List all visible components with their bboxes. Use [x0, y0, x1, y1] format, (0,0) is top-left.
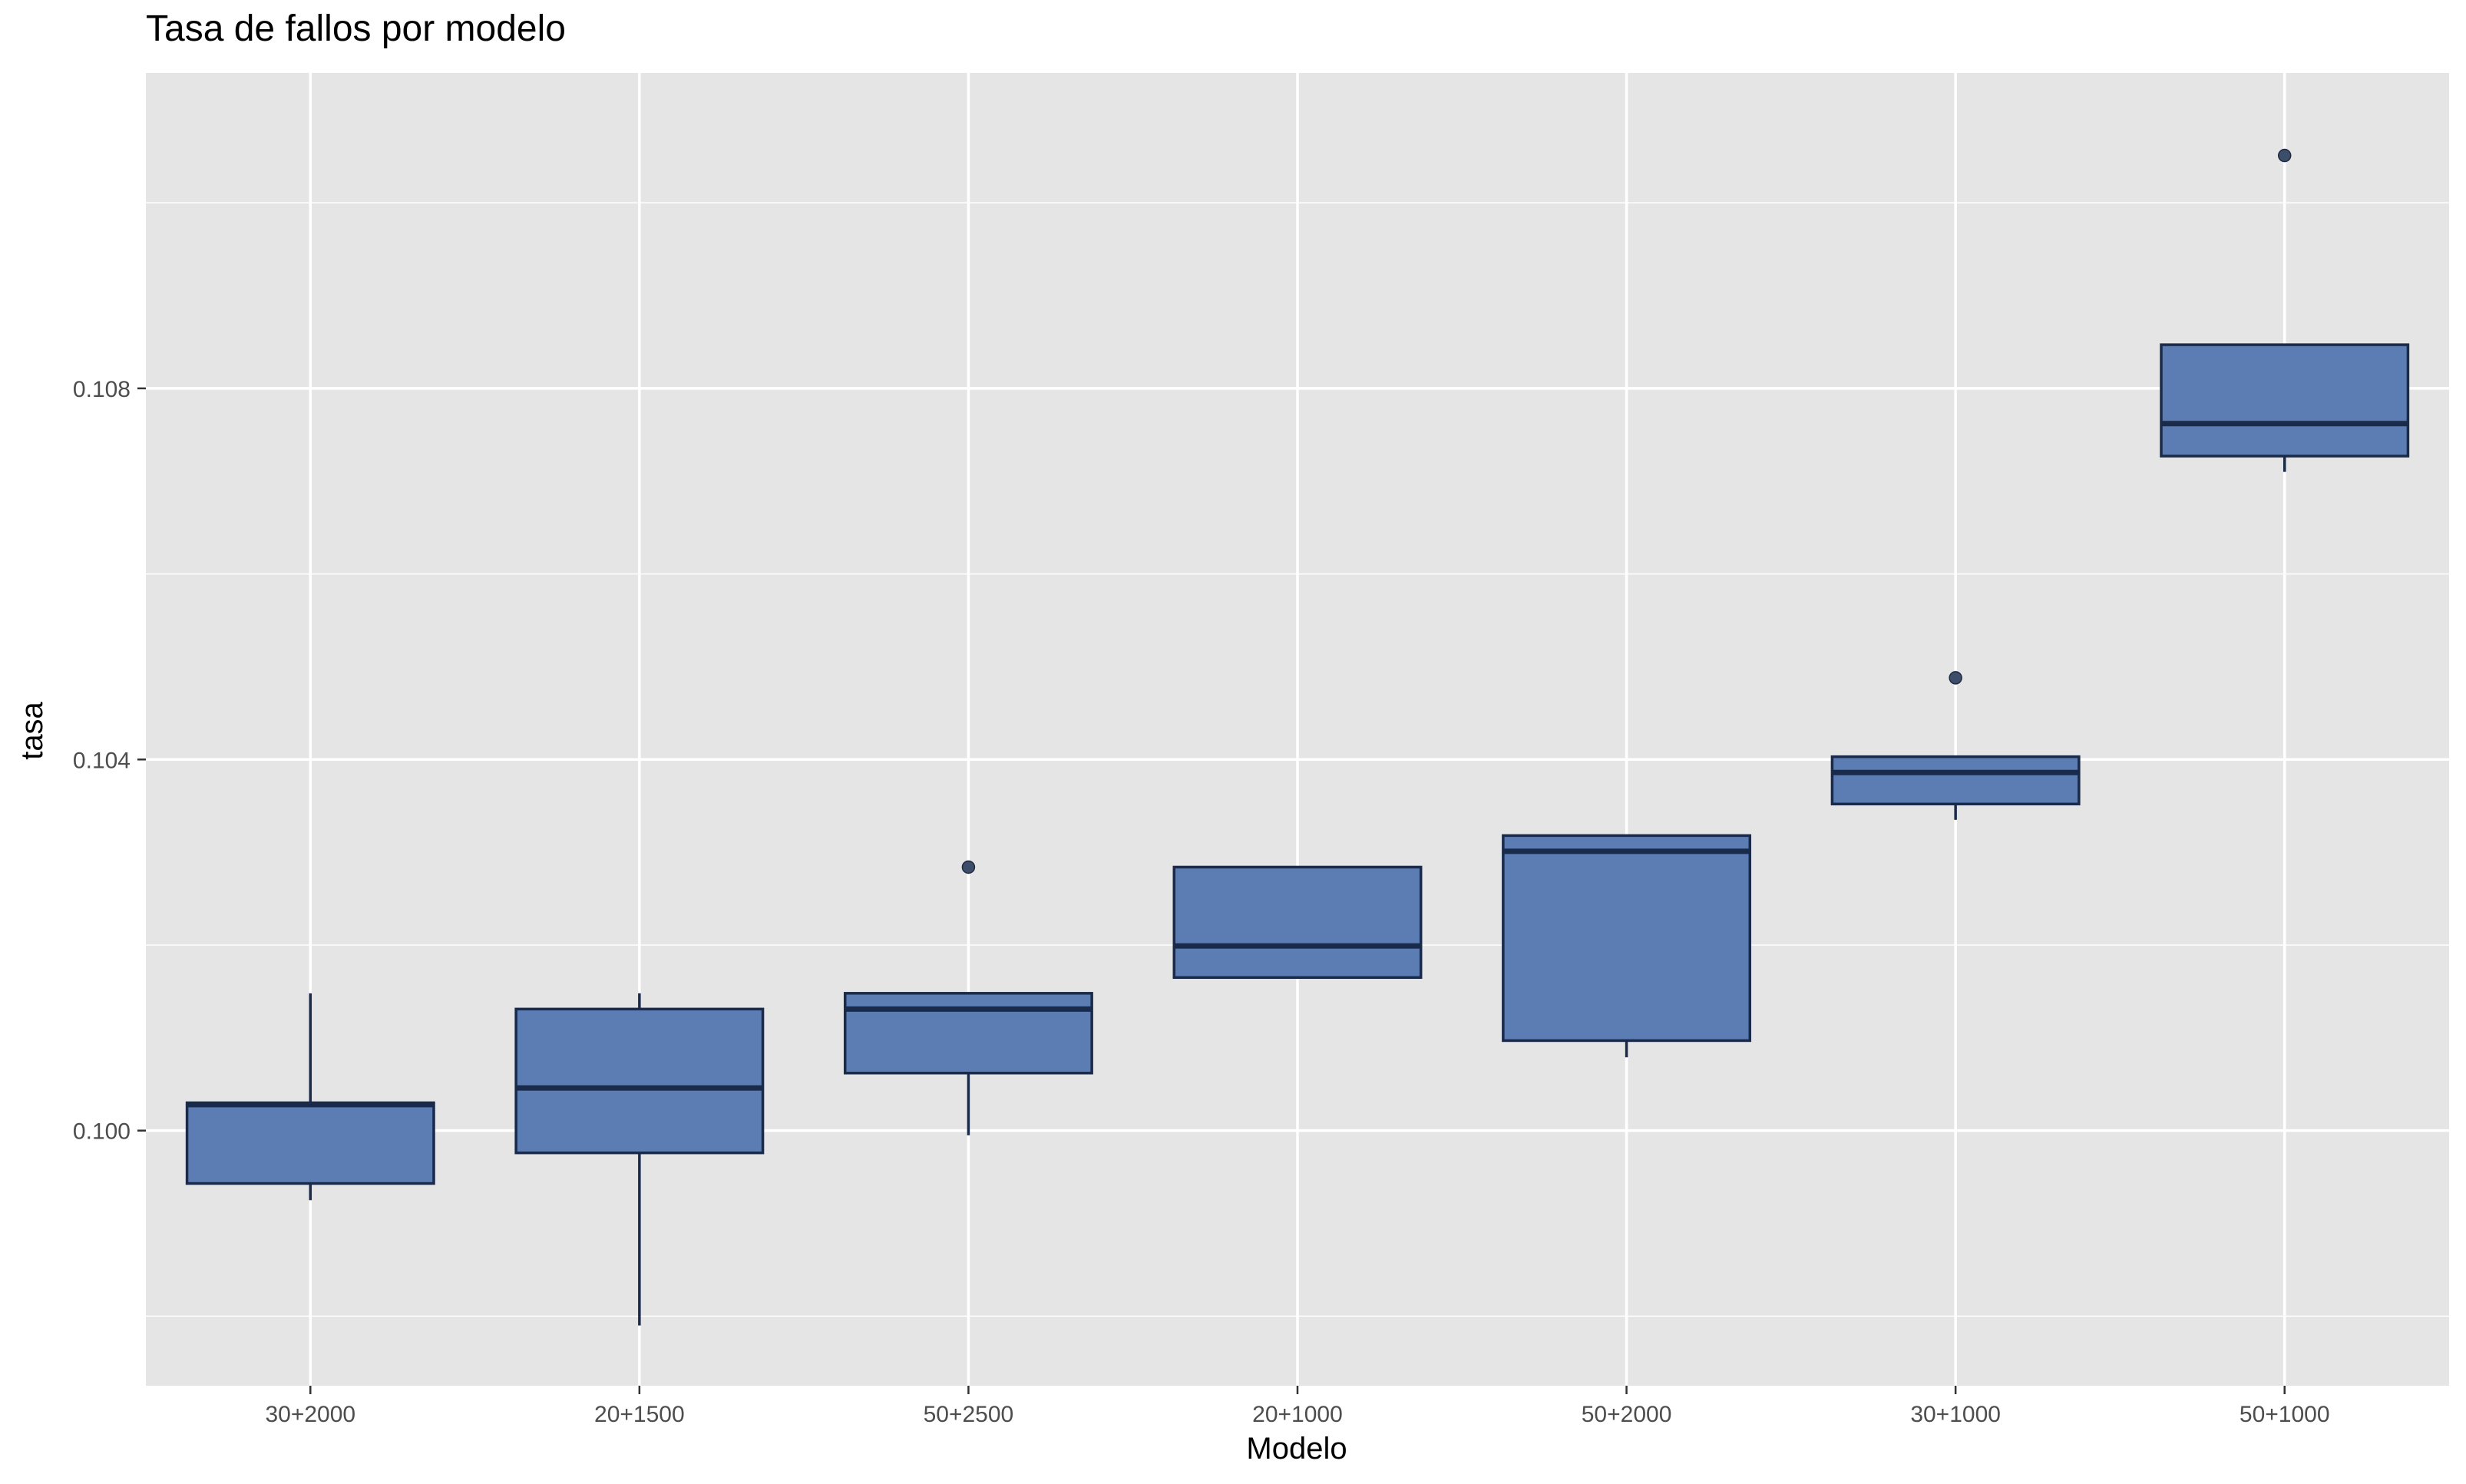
- x-tick-label: 30+2000: [265, 1402, 355, 1427]
- x-tick-label: 20+1000: [1252, 1402, 1343, 1427]
- y-axis-title: tasa: [15, 701, 49, 759]
- outlier-point: [961, 860, 976, 874]
- y-tick-label: 0.108: [73, 377, 131, 402]
- x-tick-label: 50+2500: [924, 1402, 1014, 1427]
- box-20+1000: [1172, 865, 1423, 980]
- box-iqr: [1830, 755, 2081, 806]
- box-30+2000: [185, 993, 435, 1201]
- outlier-point: [2277, 148, 2292, 163]
- box-30+1000: [1830, 671, 2081, 820]
- box-iqr: [2160, 343, 2410, 458]
- box-20+1500: [514, 993, 765, 1326]
- box-50+2000: [1502, 834, 1752, 1058]
- outlier-point: [1949, 671, 1962, 685]
- x-axis-title: Modelo: [1246, 1432, 1347, 1466]
- box-50+1000: [2160, 148, 2410, 472]
- box-iqr: [1172, 865, 1423, 980]
- y-tick-label: 0.100: [73, 1119, 131, 1145]
- x-tick-label: 20+1500: [594, 1402, 685, 1427]
- x-tick-label: 50+2000: [1582, 1402, 1672, 1427]
- chart-title: Tasa de fallos por modelo: [146, 8, 566, 49]
- box-iqr: [1502, 834, 1752, 1043]
- box-iqr: [843, 992, 1093, 1075]
- box-iqr: [185, 1101, 435, 1185]
- y-tick-label: 0.104: [73, 748, 131, 773]
- box-iqr: [514, 1007, 765, 1155]
- x-tick-label: 30+1000: [1910, 1402, 2001, 1427]
- x-tick-label: 50+1000: [2240, 1402, 2330, 1427]
- box-50+2500: [843, 860, 1093, 1135]
